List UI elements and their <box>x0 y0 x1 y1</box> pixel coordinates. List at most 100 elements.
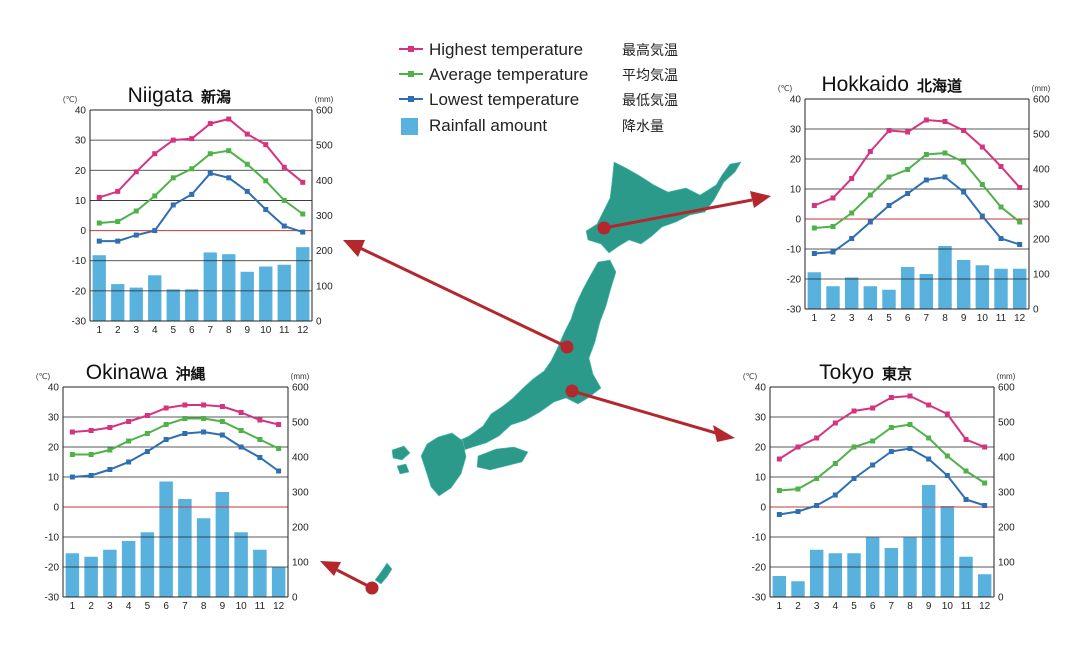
y-tick-label: 30 <box>75 136 87 147</box>
x-tick-label: 11 <box>961 601 972 612</box>
rainfall-bar <box>807 272 822 309</box>
x-tick-label: 3 <box>849 313 855 324</box>
y-axis-unit: (℃) <box>778 84 793 93</box>
y-tick-label: 0 <box>795 215 801 226</box>
average-temp-line <box>814 151 1021 229</box>
highest-temp-point <box>942 119 948 124</box>
y2-tick-label: 0 <box>1033 305 1039 316</box>
legend: Highest temperature 最高気温 Average tempera… <box>399 40 678 135</box>
lowest-temp-point <box>888 449 894 454</box>
lowest-temp-point <box>907 446 913 451</box>
y-tick-label: -30 <box>787 305 802 316</box>
lowest-temp-line <box>99 172 304 243</box>
lowest-temp-point <box>867 219 873 225</box>
x-tick-label: 9 <box>244 325 250 336</box>
legend-marker-highest <box>408 46 414 52</box>
highest-temp-point <box>133 169 139 175</box>
lowest-temp-point <box>849 236 855 241</box>
y2-axis-unit: (mm) <box>291 372 310 381</box>
y2-tick-label: 500 <box>998 418 1015 429</box>
y-tick-label: 0 <box>53 503 59 514</box>
legend-label-rainfall: Rainfall amount <box>429 116 547 135</box>
highest-temp-point <box>776 456 782 462</box>
y2-tick-label: 0 <box>998 593 1004 604</box>
lowest-temp-point <box>244 188 250 194</box>
y-tick-label: -10 <box>72 256 87 267</box>
y-tick-label: -20 <box>72 286 87 297</box>
lowest-temp-point <box>923 177 929 183</box>
y-tick-label: 20 <box>75 166 87 177</box>
average-temp-point <box>115 219 121 225</box>
arrow-line-tokyo <box>571 389 717 435</box>
legend-label-jp-rainfall: 降水量 <box>622 119 664 135</box>
rainfall-bar <box>772 576 787 597</box>
average-temp-point <box>905 167 911 172</box>
lowest-temp-line <box>72 430 280 478</box>
x-tick-label: 8 <box>907 601 913 612</box>
x-tick-label: 12 <box>1014 313 1026 324</box>
legend-marker-average <box>408 71 414 77</box>
lowest-temp-point <box>115 238 121 244</box>
chart-title: Okinawa <box>86 361 168 384</box>
rainfall-bar <box>847 553 861 597</box>
arrowhead-tokyo <box>713 425 735 442</box>
lowest-temp-point <box>982 503 988 508</box>
lowest-temp-point <box>979 213 985 219</box>
y-tick-label: 10 <box>75 196 87 207</box>
rainfall-bar <box>938 246 952 309</box>
average-temp-point <box>201 416 207 421</box>
arrowhead-hokkaido <box>750 191 771 208</box>
y-tick-label: 0 <box>80 226 86 237</box>
x-tick-label: 12 <box>297 325 309 336</box>
rainfall-bar <box>940 506 955 597</box>
y-tick-label: 30 <box>755 413 767 424</box>
location-dot-okinawa <box>365 581 379 595</box>
climograph-tokyo: Tokyo 東京(℃) (mm)403020100-10-20-3060050040… <box>743 361 1016 612</box>
x-tick-label: 5 <box>851 601 857 612</box>
highest-temp-line <box>813 118 1021 207</box>
average-temp-point <box>926 435 932 441</box>
y2-tick-label: 400 <box>292 453 309 464</box>
lowest-temp-point <box>189 191 195 197</box>
lowest-temp-point <box>238 444 244 450</box>
rainfall-bar <box>271 567 286 597</box>
y-tick-label: -20 <box>45 563 60 574</box>
rainfall-bar <box>178 499 192 597</box>
x-tick-label: 5 <box>170 325 176 336</box>
rainfall-bar <box>921 485 936 597</box>
rainfall-bar <box>844 277 859 309</box>
arrow-line-okinawa <box>336 568 373 590</box>
arrow-tokyo <box>565 384 735 442</box>
lowest-temp-line <box>779 447 986 516</box>
average-temp-point <box>189 166 195 172</box>
highest-temp-point <box>979 144 985 150</box>
y-tick-label: -20 <box>787 275 802 286</box>
highest-temp-point <box>888 395 894 400</box>
highest-temp-point <box>963 437 969 442</box>
y2-tick-label: 200 <box>998 523 1015 534</box>
rainfall-bar <box>215 492 230 597</box>
highest-temp-point <box>907 393 913 399</box>
highest-temp-point <box>923 117 929 123</box>
highest-temp-point <box>152 151 158 157</box>
average-temp-point <box>226 148 232 154</box>
average-temp-point <box>257 437 263 442</box>
x-tick-label: 2 <box>88 601 94 612</box>
lowest-temp-point <box>263 206 269 212</box>
location-dot-hokkaido <box>597 221 611 235</box>
x-tick-label: 4 <box>152 325 158 336</box>
x-tick-label: 3 <box>133 325 139 336</box>
average-temp-point <box>219 419 225 424</box>
rainfall-bar <box>900 267 915 309</box>
y2-tick-label: 600 <box>316 106 333 117</box>
average-temp-point <box>849 210 855 216</box>
y2-tick-label: 600 <box>292 383 309 394</box>
lowest-temp-point <box>905 191 911 196</box>
rainfall-bar <box>826 286 840 309</box>
y-axis-unit: (℃) <box>63 95 78 104</box>
average-temp-point <box>152 193 158 199</box>
honshu-island <box>455 259 617 452</box>
lowest-temp-point <box>201 429 207 435</box>
arrowhead-okinawa <box>320 561 341 576</box>
lowest-temp-point <box>300 229 306 235</box>
